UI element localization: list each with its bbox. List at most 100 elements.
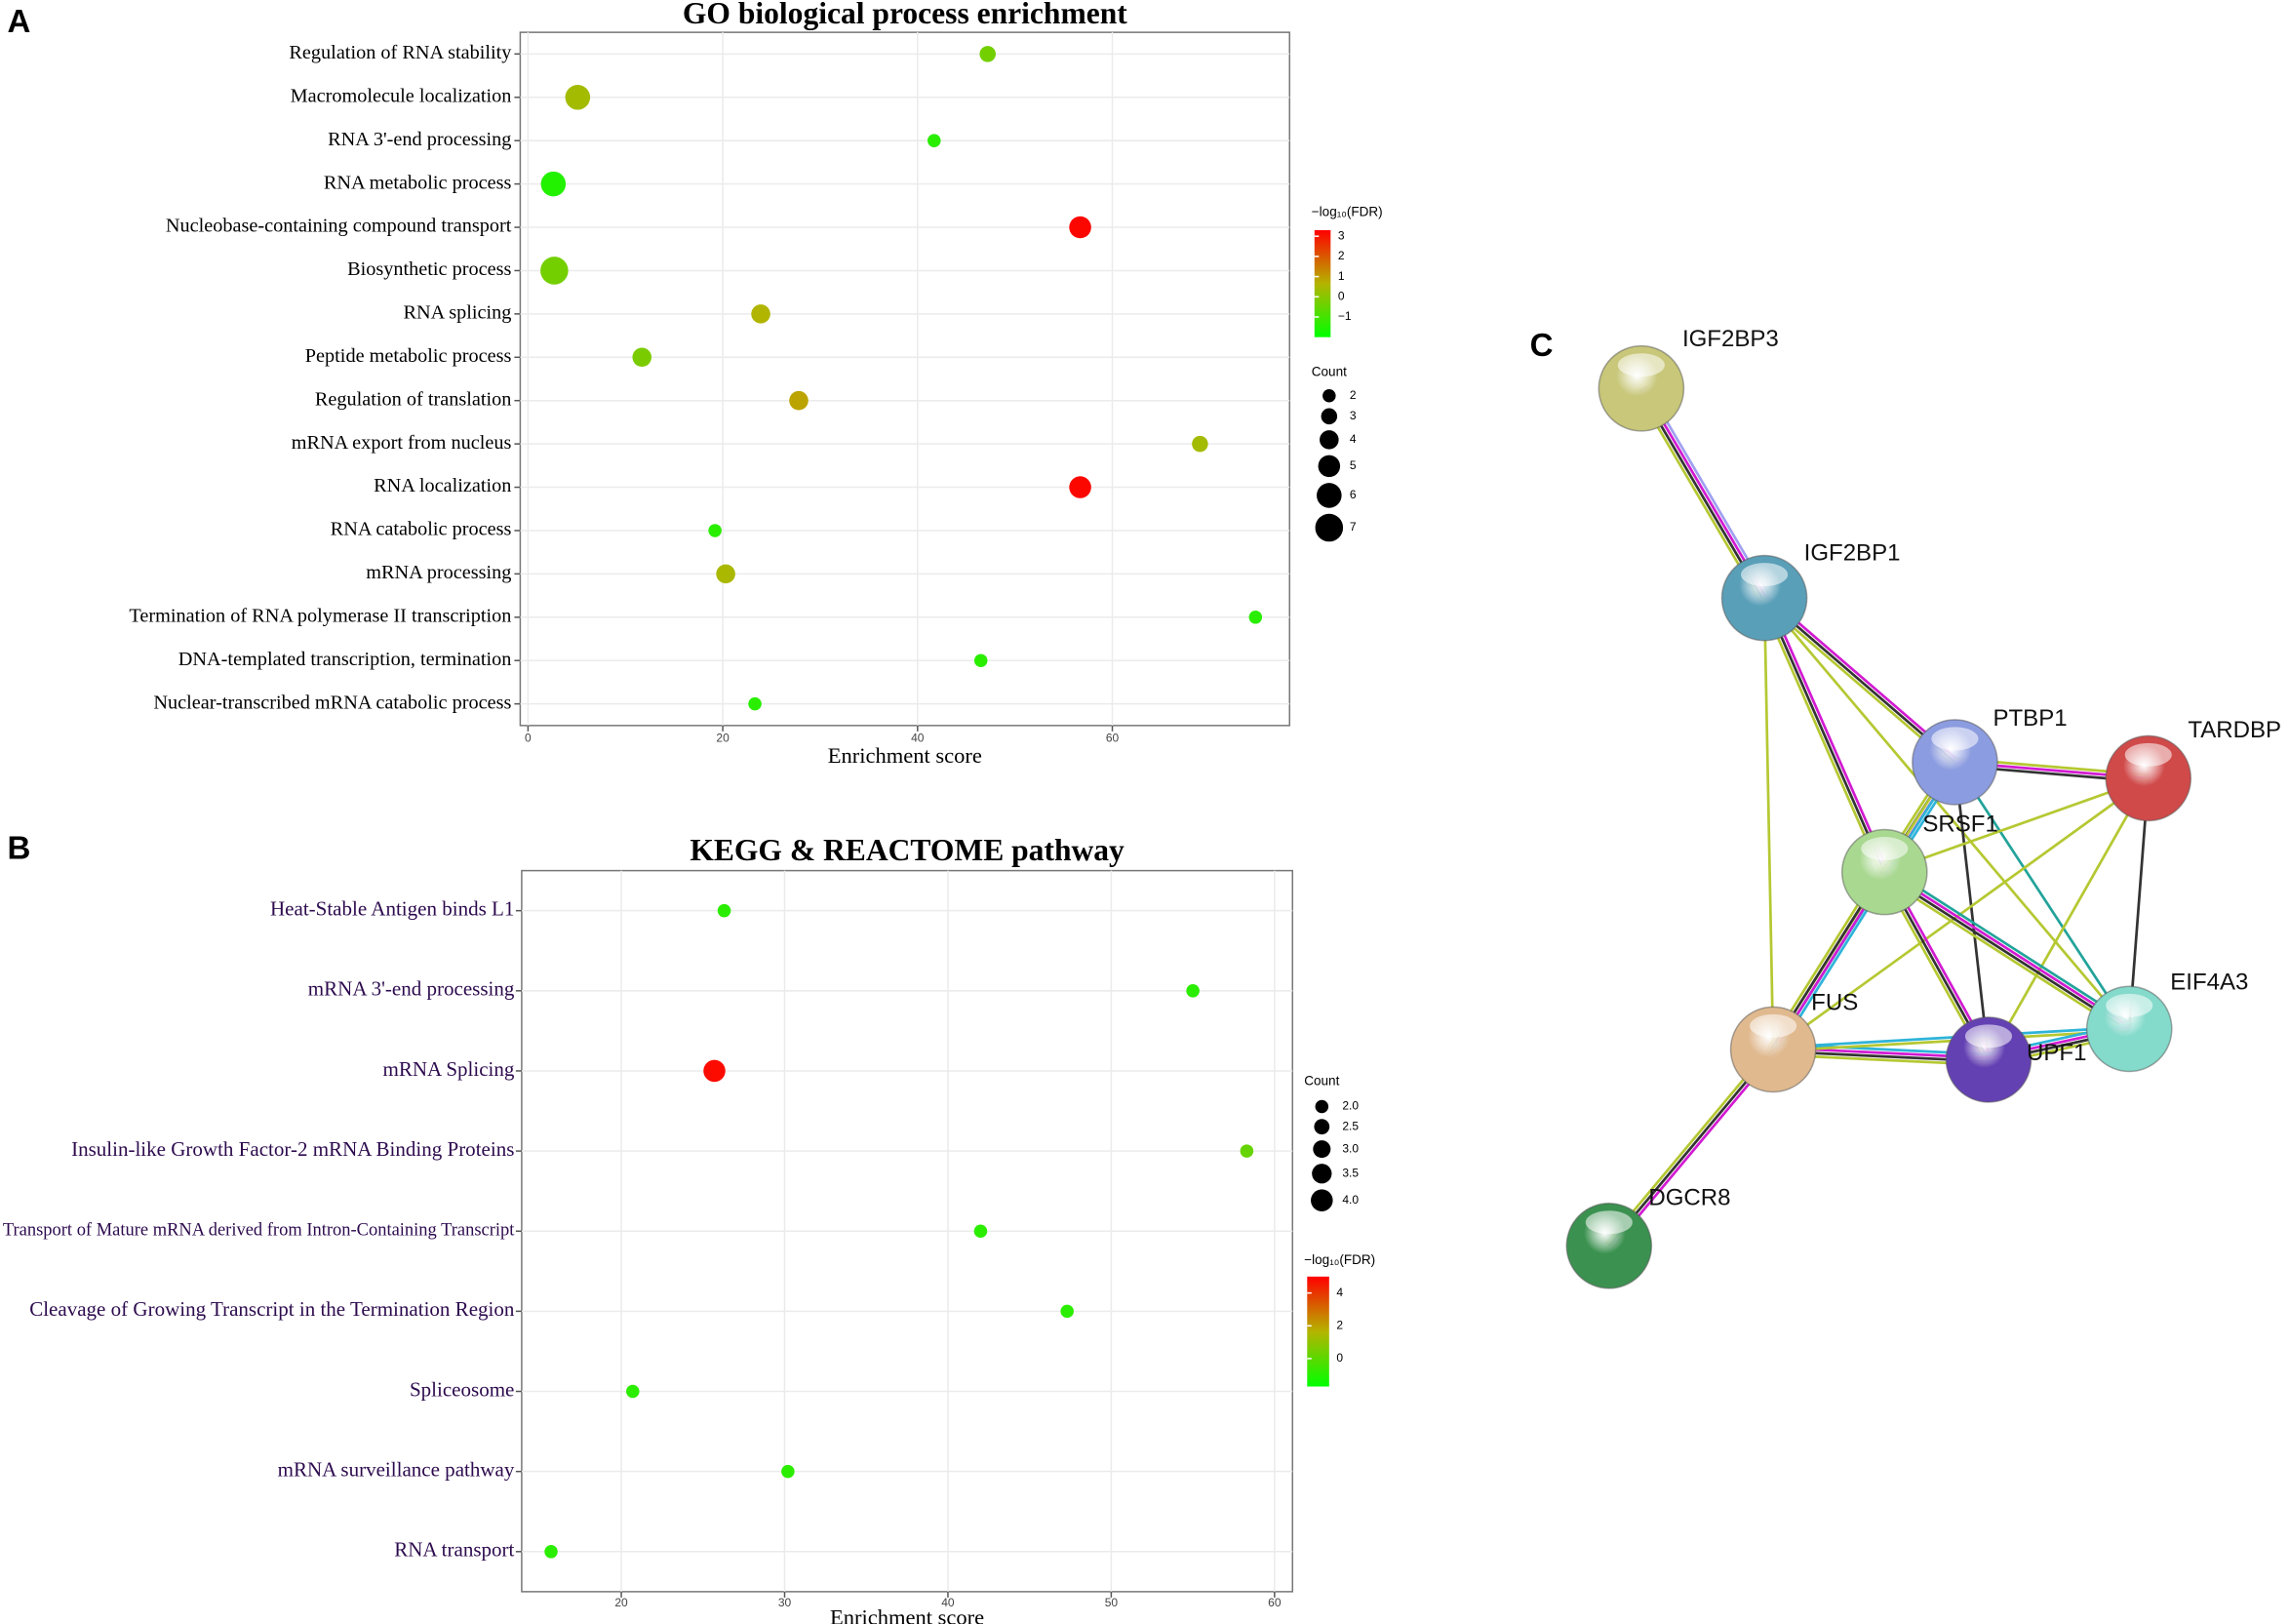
y-tick-label: Regulation of translation [315, 388, 512, 410]
node-label: UPF1 [2027, 1040, 2086, 1066]
color-bar-label: 2 [1336, 1318, 1343, 1331]
size-legend-label: 4.0 [1342, 1193, 1359, 1207]
node-label: IGF2BP3 [1682, 326, 1779, 352]
color-bar [1314, 229, 1331, 337]
y-tick-label: mRNA 3'-end processing [308, 977, 515, 1001]
y-tick-label: Heat-Stable Antigen binds L1 [270, 897, 514, 921]
size-legend-label: 4 [1350, 432, 1357, 446]
y-tick-label: DNA-templated transcription, termination [178, 649, 512, 670]
y-tick-label: Cleavage of Growing Transcript in the Te… [29, 1297, 515, 1321]
network-edge [1766, 596, 1889, 872]
node-highlight [1750, 1013, 1797, 1038]
bubble [708, 524, 722, 537]
network-edge [1759, 599, 1883, 875]
y-tick-label: RNA splicing [403, 302, 511, 324]
panel-label: C [1530, 328, 1554, 364]
bubble [973, 654, 988, 667]
bubble [716, 564, 735, 584]
size-legend-key [1313, 1140, 1331, 1159]
node-highlight [1964, 1024, 2013, 1049]
color-bar-label: 3 [1338, 228, 1345, 242]
bubble [1248, 611, 1263, 624]
size-legend-label: 2.5 [1342, 1119, 1359, 1132]
color-bar [1307, 1276, 1329, 1387]
y-tick-label: Insulin-like Growth Factor-2 mRNA Bindin… [71, 1137, 514, 1161]
y-tick-label: Nucleobase-containing compound transport [166, 216, 512, 237]
size-legend-label: 2 [1350, 388, 1357, 402]
color-bar-label: 2 [1338, 249, 1345, 262]
size-legend-key [1321, 408, 1338, 425]
y-tick-label: Transport of Mature mRNA derived from In… [3, 1219, 515, 1239]
size-legend-label: 7 [1350, 520, 1357, 534]
network-edge [1772, 1025, 2130, 1050]
node-highlight [1931, 727, 1979, 751]
network-edge [1763, 597, 2131, 1030]
bubble [540, 257, 569, 285]
y-tick-label: RNA catabolic process [331, 519, 512, 540]
size-legend-label: 3.5 [1342, 1166, 1359, 1179]
size-legend-label: 2.0 [1342, 1099, 1359, 1113]
x-axis-label: Enrichment score [830, 1605, 984, 1624]
y-tick-label: Macromolecule localization [291, 85, 512, 106]
size-legend-key [1320, 430, 1339, 450]
size-legend-label: 6 [1350, 488, 1357, 501]
bubble [927, 134, 941, 147]
color-bar-label: −1 [1338, 309, 1352, 323]
network-edge [1762, 597, 1886, 873]
x-tick-label: 60 [1268, 1596, 1282, 1609]
bubble [1069, 476, 1091, 498]
x-tick-label: 20 [614, 1596, 628, 1609]
x-axis-label: Enrichment score [828, 743, 982, 768]
bubble [540, 171, 567, 197]
y-tick-label: Peptide metabolic process [305, 345, 512, 367]
size-legend-key [1317, 483, 1342, 508]
bubble [751, 304, 770, 324]
plot-area [519, 31, 1291, 727]
bubble [781, 1464, 795, 1479]
size-legend-key [1314, 1119, 1330, 1135]
size-legend-key [1318, 455, 1341, 478]
node-label: FUS [1811, 990, 1858, 1016]
bubble [1069, 216, 1091, 239]
bubble [973, 1224, 988, 1238]
bubble [1192, 435, 1208, 453]
node-label: EIF4A3 [2170, 970, 2248, 996]
node-label: IGF2BP1 [1804, 539, 1901, 566]
size-legend-label: 3 [1350, 409, 1357, 422]
node-highlight [2106, 993, 2153, 1017]
size-legend-key [1312, 1164, 1332, 1184]
node-label: PTBP1 [1993, 705, 2067, 732]
node-highlight [1861, 837, 1909, 861]
y-tick-label: RNA 3'-end processing [328, 129, 511, 150]
y-tick-label: Regulation of RNA stability [289, 42, 512, 63]
network-edge [1882, 872, 2129, 1032]
bubble [1186, 984, 1200, 998]
color-bar-label: 0 [1338, 289, 1345, 302]
x-tick-label: 20 [716, 732, 730, 745]
network-edge [1884, 869, 2131, 1029]
y-tick-label: mRNA Splicing [383, 1057, 515, 1081]
network-panel: C IGF2BP3 IGF2BP1 PTBP1 TARDBP SRSF1 FUS UPF1 EI… [1530, 326, 2281, 1289]
x-tick-label: 50 [1105, 1596, 1119, 1609]
size-legend-key [1315, 1099, 1329, 1114]
bubble [717, 903, 731, 918]
color-bar-label: 0 [1336, 1351, 1343, 1365]
y-tick-label: mRNA export from nucleus [292, 432, 512, 454]
network-edge [1954, 761, 2131, 1030]
y-tick-label: mRNA processing [366, 562, 511, 583]
y-tick-label: RNA transport [394, 1538, 514, 1562]
bubble [703, 1059, 726, 1083]
size-legend-title: Count [1312, 364, 1347, 378]
node-label: DGCR8 [1648, 1185, 1730, 1211]
node-highlight [1741, 563, 1789, 587]
y-tick-label: RNA metabolic process [324, 172, 512, 193]
network-edge [1880, 875, 2128, 1035]
size-legend-label: 5 [1350, 458, 1357, 472]
color-legend-title: −log₁₀(FDR) [1304, 1252, 1375, 1267]
node-label: SRSF1 [1922, 811, 1997, 837]
chart-title: GO biological process enrichment [683, 0, 1127, 30]
color-bar-label: 4 [1336, 1286, 1343, 1299]
